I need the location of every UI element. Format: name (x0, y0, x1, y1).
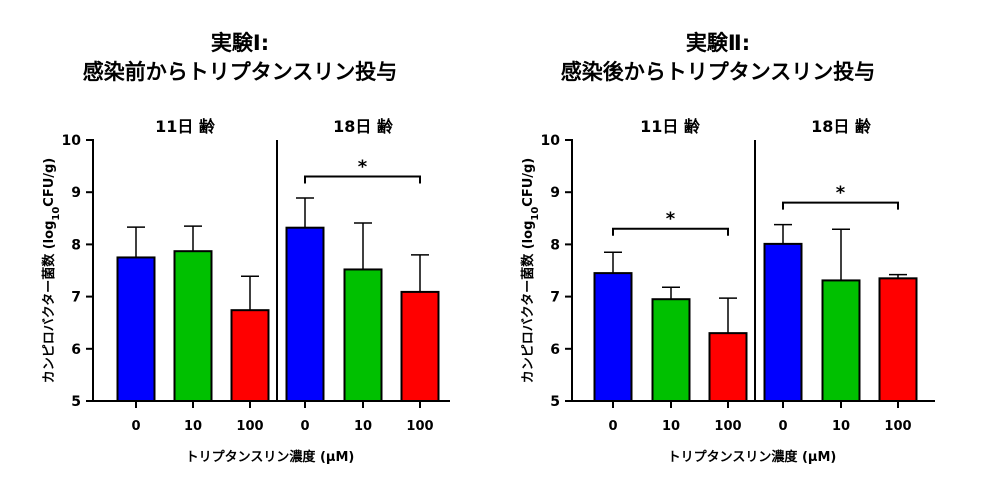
group-label: 18日 齢 (811, 117, 872, 136)
significance-bracket (782, 201, 899, 210)
y-tick-label: 5 (71, 394, 81, 410)
y-tick-label: 7 (71, 290, 81, 306)
y-axis-label: カンピロバクター菌数 (log10CFU/g) (41, 158, 62, 384)
bar (285, 226, 325, 402)
x-tick-label: 10 (832, 419, 850, 434)
x-axis-label: トリプタンスリン濃度 (μM) (668, 449, 837, 465)
bar (116, 256, 156, 403)
significance-label: * (666, 209, 676, 230)
y-tick-label: 9 (71, 185, 81, 201)
x-tick-label: 0 (300, 419, 309, 434)
bar (343, 268, 383, 402)
y-tick-label: 10 (541, 133, 561, 149)
x-axis-label: トリプタンスリン濃度 (μM) (186, 449, 355, 465)
significance-bracket (304, 175, 421, 184)
x-tick-label: 10 (184, 419, 202, 434)
x-tick-label: 100 (236, 419, 263, 434)
x-tick-label: 0 (608, 419, 617, 434)
x-tick-label: 0 (778, 419, 787, 434)
x-tick-label: 100 (406, 419, 433, 434)
group-label: 11日 齢 (155, 117, 216, 136)
y-tick-label: 9 (550, 185, 560, 201)
significance-bracket (612, 227, 729, 236)
chart-title: 実験Ⅱ: (686, 31, 750, 55)
y-axis-label-prefix: カンピロバクター菌数 (log (41, 221, 57, 384)
y-tick-label: 5 (550, 394, 560, 410)
x-tick-label: 100 (884, 419, 911, 434)
significance-label: * (358, 157, 368, 178)
y-axis-label-suffix: CFU/g) (521, 158, 536, 207)
y-axis-label: カンピロバクター菌数 (log10CFU/g) (520, 158, 541, 384)
y-tick-label: 7 (550, 290, 560, 306)
chart-subtitle: 感染後からトリプタンスリン投与 (561, 60, 876, 84)
significance-label: * (836, 183, 846, 204)
chart-subtitle: 感染前からトリプタンスリン投与 (83, 60, 398, 84)
bar (593, 272, 633, 402)
y-tick-label: 8 (550, 237, 560, 253)
bar (708, 332, 748, 403)
bar (651, 298, 691, 402)
bar (878, 277, 918, 402)
bar (173, 250, 213, 402)
group-label: 18日 齢 (333, 117, 394, 136)
bar (763, 242, 803, 402)
y-tick-label: 8 (71, 237, 81, 253)
y-axis-label-prefix: カンピロバクター菌数 (log (520, 221, 536, 384)
bar (230, 309, 270, 402)
x-tick-label: 0 (131, 419, 140, 434)
bar (821, 279, 861, 402)
y-tick-label: 6 (550, 342, 560, 358)
y-axis-label-subscript: 10 (530, 207, 541, 221)
x-tick-label: 10 (354, 419, 372, 434)
y-axis-label-subscript: 10 (51, 207, 62, 221)
x-tick-label: 100 (714, 419, 741, 434)
x-tick-label: 10 (662, 419, 680, 434)
group-label: 11日 齢 (640, 117, 701, 136)
bar (400, 290, 440, 403)
y-axis-label-suffix: CFU/g) (42, 158, 57, 207)
chart-title: 実験Ⅰ: (211, 31, 269, 55)
y-tick-label: 10 (62, 133, 82, 149)
y-tick-label: 6 (71, 342, 81, 358)
